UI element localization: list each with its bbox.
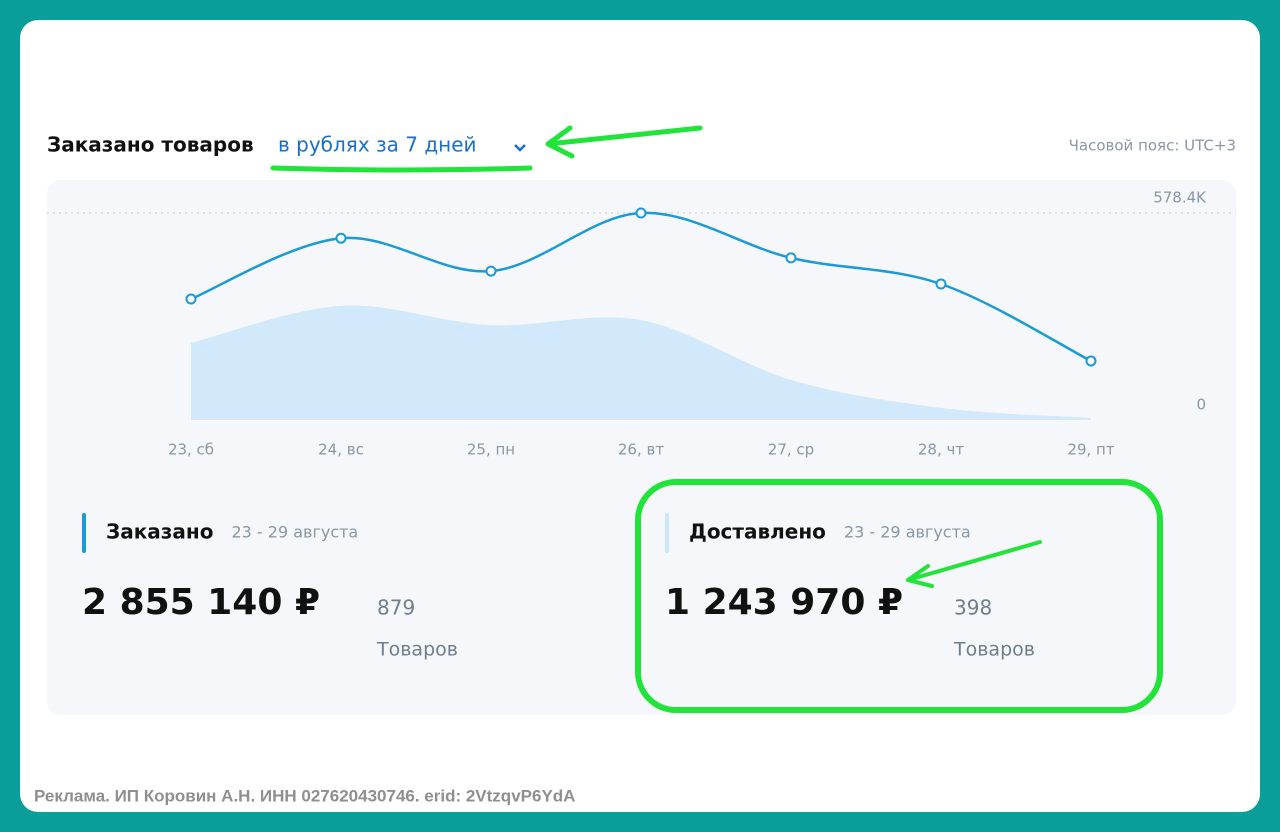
y-tick-label: 578.4K (1153, 189, 1207, 207)
point (185, 293, 197, 305)
period: 23 - 29 августа (231, 523, 358, 542)
amount: 1 243 970 ₽ (665, 582, 903, 623)
x-tick-label: 29, пт (1067, 441, 1114, 459)
legend-bar (82, 513, 86, 553)
annotation-arrow (545, 125, 703, 159)
amount: 2 855 140 ₽ (82, 582, 320, 623)
timezone: Часовой пояс: UTC+3 (1069, 137, 1236, 155)
point (635, 207, 647, 219)
count-label: Товаров (953, 639, 1035, 661)
annotation-box (635, 479, 1163, 713)
period: 23 - 29 августа (844, 523, 971, 542)
chevron[interactable] (514, 144, 526, 152)
x-tick-label: 24, вс (318, 441, 364, 459)
x-tick-label: 27, ср (768, 441, 814, 459)
legend-name: Доставлено (689, 520, 826, 544)
x-tick-label: 23, сб (168, 441, 214, 459)
y-tick-label: 0 (1196, 396, 1206, 414)
area (191, 305, 1091, 420)
point (485, 265, 497, 277)
point (785, 252, 797, 264)
legend-name: Заказано (106, 520, 213, 544)
annotation-underline (270, 165, 533, 173)
x-tick-label: 25, пн (467, 441, 515, 459)
ad-footer: Реклама. ИП Коровин А.Н. ИНН 02762043074… (34, 786, 575, 805)
period-selector[interactable]: в рублях за 7 дней (278, 133, 477, 157)
x-tick-label: 26, вт (618, 441, 664, 459)
count: 879 (377, 596, 415, 620)
title: Заказано товаров (47, 133, 254, 157)
legend-bar (665, 513, 669, 553)
count-label: Товаров (376, 639, 458, 661)
count: 398 (954, 596, 992, 620)
point (1085, 355, 1097, 367)
point (335, 232, 347, 244)
annotation-arrow (906, 540, 1042, 588)
x-tick-label: 28, чт (918, 441, 964, 459)
point (935, 278, 947, 290)
